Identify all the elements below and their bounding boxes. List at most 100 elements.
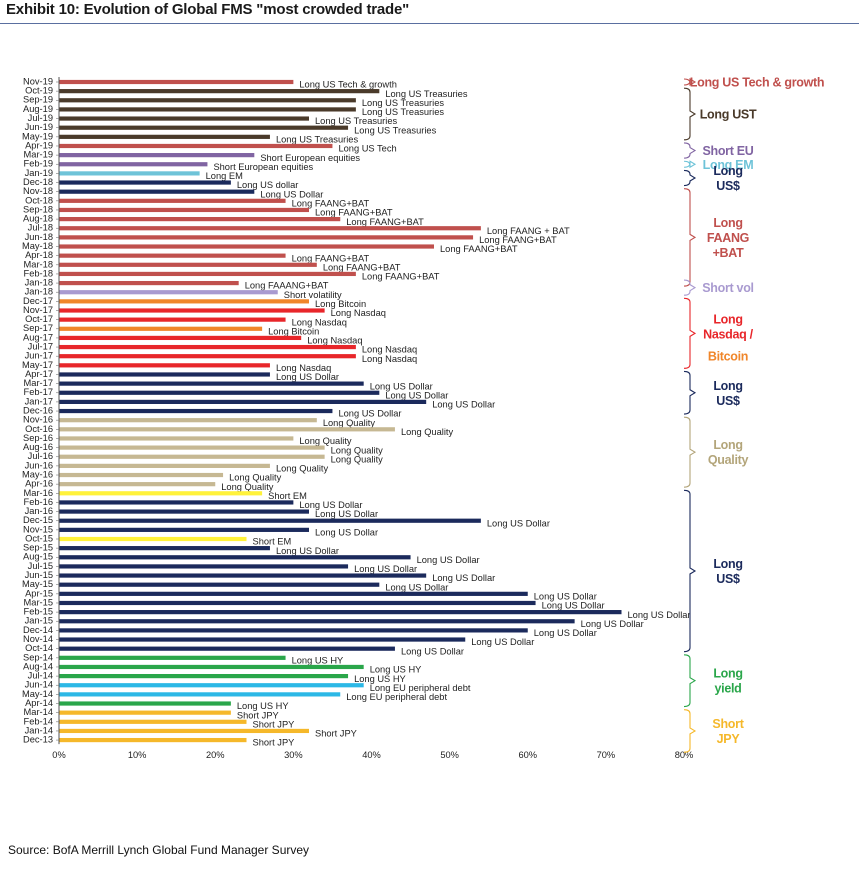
data-label: Long US Treasuries — [362, 107, 445, 117]
data-label: Long US Dollar — [385, 390, 448, 400]
data-label: Long US Dollar — [276, 546, 339, 556]
bar — [59, 290, 278, 295]
data-label: Short EM — [268, 491, 307, 501]
group-label: yield — [715, 682, 742, 696]
x-axis: Nov-19Oct-19Sep-19Aug-19Jul-19Jun-19May-… — [22, 76, 693, 760]
data-label: Long Nasdaq — [362, 345, 417, 355]
data-label: Long US Dollar — [534, 628, 597, 638]
bar — [59, 482, 216, 487]
bar — [59, 527, 309, 532]
data-label: Long US Dollar — [534, 591, 597, 601]
y-tick-label: May-18 — [22, 241, 53, 251]
y-tick-label: Mar-15 — [24, 597, 53, 607]
data-label: Long US Treasuries — [362, 98, 445, 108]
data-label: Long US Dollar — [370, 381, 433, 391]
data-label: Long US Dollar — [354, 564, 417, 574]
y-tick-label: Feb-16 — [24, 497, 53, 507]
bar — [59, 509, 309, 514]
bar — [59, 719, 247, 724]
y-tick-label: Jul-18 — [28, 223, 53, 233]
data-label: Long FAANG+BAT — [292, 198, 370, 208]
y-tick-label: Jul-19 — [28, 113, 53, 123]
y-tick-label: Oct-18 — [25, 195, 53, 205]
bar — [59, 536, 247, 542]
bar — [59, 701, 231, 706]
group-label: FAANG — [707, 231, 749, 245]
data-label: Long Nasdaq — [307, 336, 362, 346]
bar — [59, 390, 380, 395]
bar — [59, 591, 528, 596]
x-tick-label: 70% — [597, 750, 616, 760]
bar — [59, 271, 356, 277]
data-label: Long Quality — [323, 418, 376, 428]
data-label: Long Nasdaq — [292, 317, 347, 327]
bar — [59, 344, 356, 350]
bar — [59, 518, 481, 523]
data-label: Long Quality — [229, 473, 282, 483]
bar — [59, 436, 294, 441]
group-label: US$ — [716, 179, 740, 193]
y-tick-label: Oct-16 — [25, 424, 53, 434]
data-label: Short JPY — [253, 719, 295, 729]
data-label: Long EU peripheral debt — [346, 692, 447, 702]
y-tick-label: Mar-14 — [24, 707, 53, 717]
bar — [59, 317, 286, 322]
y-tick-label: Jul-17 — [28, 342, 53, 352]
y-tick-label: Jun-19 — [25, 122, 53, 132]
y-tick-label: May-14 — [22, 689, 53, 699]
y-tick-label: Nov-16 — [23, 415, 53, 425]
group-label: +BAT — [713, 246, 745, 260]
data-label: Long US Dollar — [276, 372, 339, 382]
data-label: Long US Treasuries — [385, 89, 468, 99]
y-tick-label: Jun-17 — [25, 351, 53, 361]
bar — [59, 600, 536, 606]
y-tick-label: Feb-17 — [24, 387, 53, 397]
y-tick-label: Jul-14 — [28, 671, 53, 681]
y-tick-label: May-16 — [22, 469, 53, 479]
bar — [59, 427, 395, 432]
group-bracket — [683, 160, 697, 169]
y-tick-label: Jun-15 — [25, 570, 53, 580]
group-bracket — [683, 279, 697, 296]
bar — [59, 162, 208, 167]
group-label: Long — [713, 379, 742, 393]
y-tick-label: Jun-18 — [25, 232, 53, 242]
y-tick-label: Jan-15 — [25, 616, 53, 626]
y-tick-label: Mar-16 — [24, 488, 53, 498]
x-tick-label: 30% — [284, 750, 303, 760]
group-label: Nasdaq / — [703, 327, 754, 341]
x-tick-label: 20% — [206, 750, 225, 760]
y-tick-label: Aug-17 — [23, 332, 53, 342]
y-tick-label: Apr-15 — [25, 588, 53, 598]
y-tick-label: Jan-16 — [25, 506, 53, 516]
bar — [59, 418, 317, 423]
bar — [59, 253, 286, 258]
bar — [59, 262, 317, 267]
y-tick-label: Dec-14 — [23, 625, 53, 635]
y-tick-label: Apr-16 — [25, 479, 53, 489]
group-bracket — [683, 489, 697, 653]
y-tick-label: Dec-17 — [23, 296, 53, 306]
y-tick-label: Aug-15 — [23, 552, 53, 562]
y-tick-label: Feb-15 — [24, 607, 53, 617]
data-label: Long US Dollar — [417, 555, 480, 565]
y-tick-label: Jul-16 — [28, 451, 53, 461]
bar — [59, 116, 309, 121]
data-label: Long US Treasuries — [276, 134, 359, 144]
group-label: Short EU — [702, 144, 753, 158]
bar — [59, 564, 349, 569]
y-tick-label: Jan-18 — [25, 287, 53, 297]
bar — [59, 500, 294, 505]
bar — [59, 582, 380, 587]
data-label: Short volatility — [284, 290, 342, 300]
group-bracket — [683, 78, 697, 86]
group-label: Long EM — [703, 158, 754, 172]
data-label: Long Quality — [401, 427, 454, 437]
data-label: Short JPY — [237, 710, 279, 720]
data-label: Long US Dollar — [315, 528, 378, 538]
bar — [59, 235, 474, 240]
bar — [59, 445, 325, 450]
